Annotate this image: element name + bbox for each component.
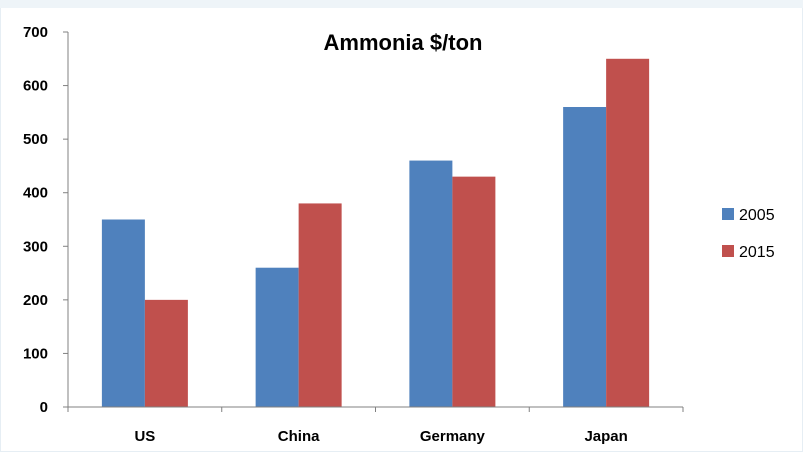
x-tick-label: China (278, 428, 320, 445)
legend-label-2015: 2015 (739, 244, 775, 261)
x-tick-label: Germany (420, 428, 486, 445)
y-tick-label: 100 (23, 345, 48, 362)
x-tick-label: Japan (584, 428, 627, 445)
bars-layer (101, 58, 650, 407)
y-tick-label: 400 (23, 185, 48, 202)
bar-us-2015 (144, 299, 188, 407)
x-tick-label: US (134, 428, 155, 445)
bar-germany-2005 (409, 160, 453, 407)
legend-swatch-2015 (722, 245, 734, 257)
bar-china-2015 (298, 203, 342, 407)
y-tick-label: 700 (23, 24, 48, 41)
bar-germany-2015 (452, 176, 496, 407)
top-strip (0, 0, 803, 8)
legend-label-2005: 2005 (739, 207, 775, 224)
bar-japan-2015 (606, 58, 650, 407)
bar-japan-2005 (563, 107, 607, 407)
y-tick-label: 0 (40, 399, 48, 416)
y-tick-label: 600 (23, 78, 48, 95)
bar-us-2005 (101, 219, 145, 407)
bar-china-2005 (255, 267, 299, 407)
y-tick-label: 300 (23, 238, 48, 255)
legend: 2005 2015 (722, 207, 775, 261)
y-tick-label: 500 (23, 131, 48, 148)
legend-swatch-2005 (722, 208, 734, 220)
y-tick-label: 200 (23, 292, 48, 309)
axes-layer: 0 100 200 300 400 500 600 700 US China Germany Japa… (23, 24, 684, 445)
chart-title: Ammonia $/ton (324, 30, 483, 55)
